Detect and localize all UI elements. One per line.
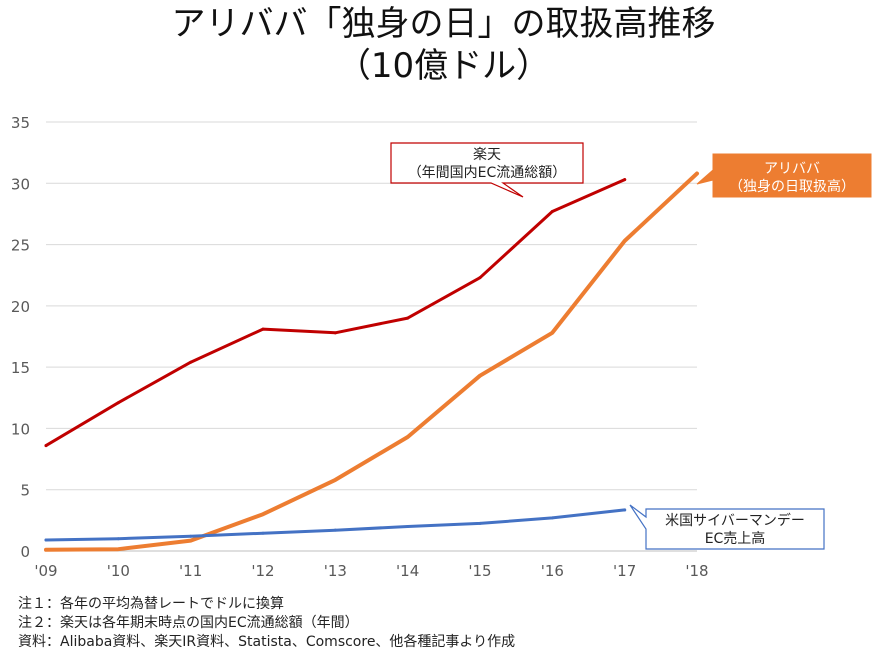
callout-box xyxy=(696,153,872,198)
data-point xyxy=(406,435,410,439)
chart-title-line2: （10億ドル） xyxy=(336,46,551,86)
source-note: 資料：Alibaba資料、楽天IR資料、Statista、Comscore、他各… xyxy=(18,634,516,650)
y-tick-label: 25 xyxy=(11,237,30,255)
callout-rakuten-text-line-2: （年間国内EC流通総額） xyxy=(408,165,567,181)
y-tick-label: 35 xyxy=(11,114,30,132)
callout-rakuten: 楽天 （年間国内EC流通総額） xyxy=(390,142,584,198)
y-tick-label: 20 xyxy=(11,298,30,316)
x-tick-label: '09 xyxy=(34,562,57,580)
series-line-2 xyxy=(44,171,699,552)
data-point xyxy=(623,239,627,243)
data-point xyxy=(478,374,482,378)
data-point xyxy=(116,401,120,405)
callout-alibaba-text-line-1: アリババ xyxy=(764,161,820,177)
data-point xyxy=(261,512,265,516)
callout-rakuten-text-line-1: 楽天 xyxy=(473,147,501,163)
data-point xyxy=(261,327,265,331)
data-point xyxy=(116,537,120,541)
y-tick-label: 0 xyxy=(20,543,30,561)
chart-title-line1: アリババ「独身の日」の取扱高推移 xyxy=(171,4,716,44)
x-tick-label: '15 xyxy=(468,562,491,580)
data-point xyxy=(261,531,265,535)
data-point xyxy=(44,548,48,552)
callout-cyber-monday-text-line-1: 米国サイバーマンデー xyxy=(665,512,805,529)
data-point xyxy=(44,538,48,542)
x-tick-label: '13 xyxy=(324,562,347,580)
x-tick-label: '16 xyxy=(541,562,564,580)
callout-box xyxy=(629,504,825,550)
data-point xyxy=(406,316,410,320)
series-line-3 xyxy=(44,508,627,542)
series-callouts: 楽天 （年間国内EC流通総額） アリババ（独身の日取扱高） 米国サイバーマンデーEC売… xyxy=(390,142,872,550)
data-point xyxy=(333,331,337,335)
data-point xyxy=(333,528,337,532)
y-tick-label: 5 xyxy=(20,482,30,500)
data-point xyxy=(333,478,337,482)
callout-alibaba: アリババ（独身の日取扱高） xyxy=(696,153,872,198)
data-point xyxy=(623,178,627,182)
data-point xyxy=(116,547,120,551)
x-tick-label: '10 xyxy=(107,562,130,580)
data-point xyxy=(550,209,554,213)
callout-cyber-monday-text-line-2: EC売上高 xyxy=(705,530,766,547)
data-point xyxy=(623,508,627,512)
callout-alibaba-text-line-2: （独身の日取扱高） xyxy=(729,178,855,195)
x-axis-ticks: '09 '10 '11 '12 '13 '14 '15 '16 '17 '18 xyxy=(34,562,708,580)
gridlines xyxy=(46,121,697,552)
footnotes: 注１：各年の平均為替レートでドルに換算 注２：楽天は各年期末時点の国内EC流通総… xyxy=(18,595,515,652)
data-point xyxy=(189,534,193,538)
data-point xyxy=(478,276,482,280)
data-point xyxy=(189,360,193,364)
x-tick-label: '11 xyxy=(179,562,202,580)
y-tick-label: 30 xyxy=(11,175,30,193)
data-point xyxy=(550,331,554,335)
series-line-1 xyxy=(44,178,627,448)
data-point xyxy=(189,539,193,543)
note-1: 注１：各年の平均為替レートでドルに換算 xyxy=(18,596,284,612)
x-tick-label: '14 xyxy=(396,562,419,580)
y-tick-label: 15 xyxy=(11,359,30,377)
data-point xyxy=(695,171,699,175)
x-tick-label: '17 xyxy=(613,562,636,580)
data-point xyxy=(550,516,554,520)
x-tick-label: '18 xyxy=(685,562,708,580)
series-lines xyxy=(44,171,699,552)
callout-box xyxy=(390,142,584,198)
note-2: 注２：楽天は各年期末時点の国内EC流通総額（年間） xyxy=(18,615,359,631)
data-point xyxy=(406,524,410,528)
data-point xyxy=(478,521,482,525)
x-tick-label: '12 xyxy=(251,562,274,580)
y-axis-ticks: 0 5 10 15 20 25 30 35 xyxy=(11,114,30,561)
data-point xyxy=(44,444,48,448)
y-tick-label: 10 xyxy=(11,420,30,438)
